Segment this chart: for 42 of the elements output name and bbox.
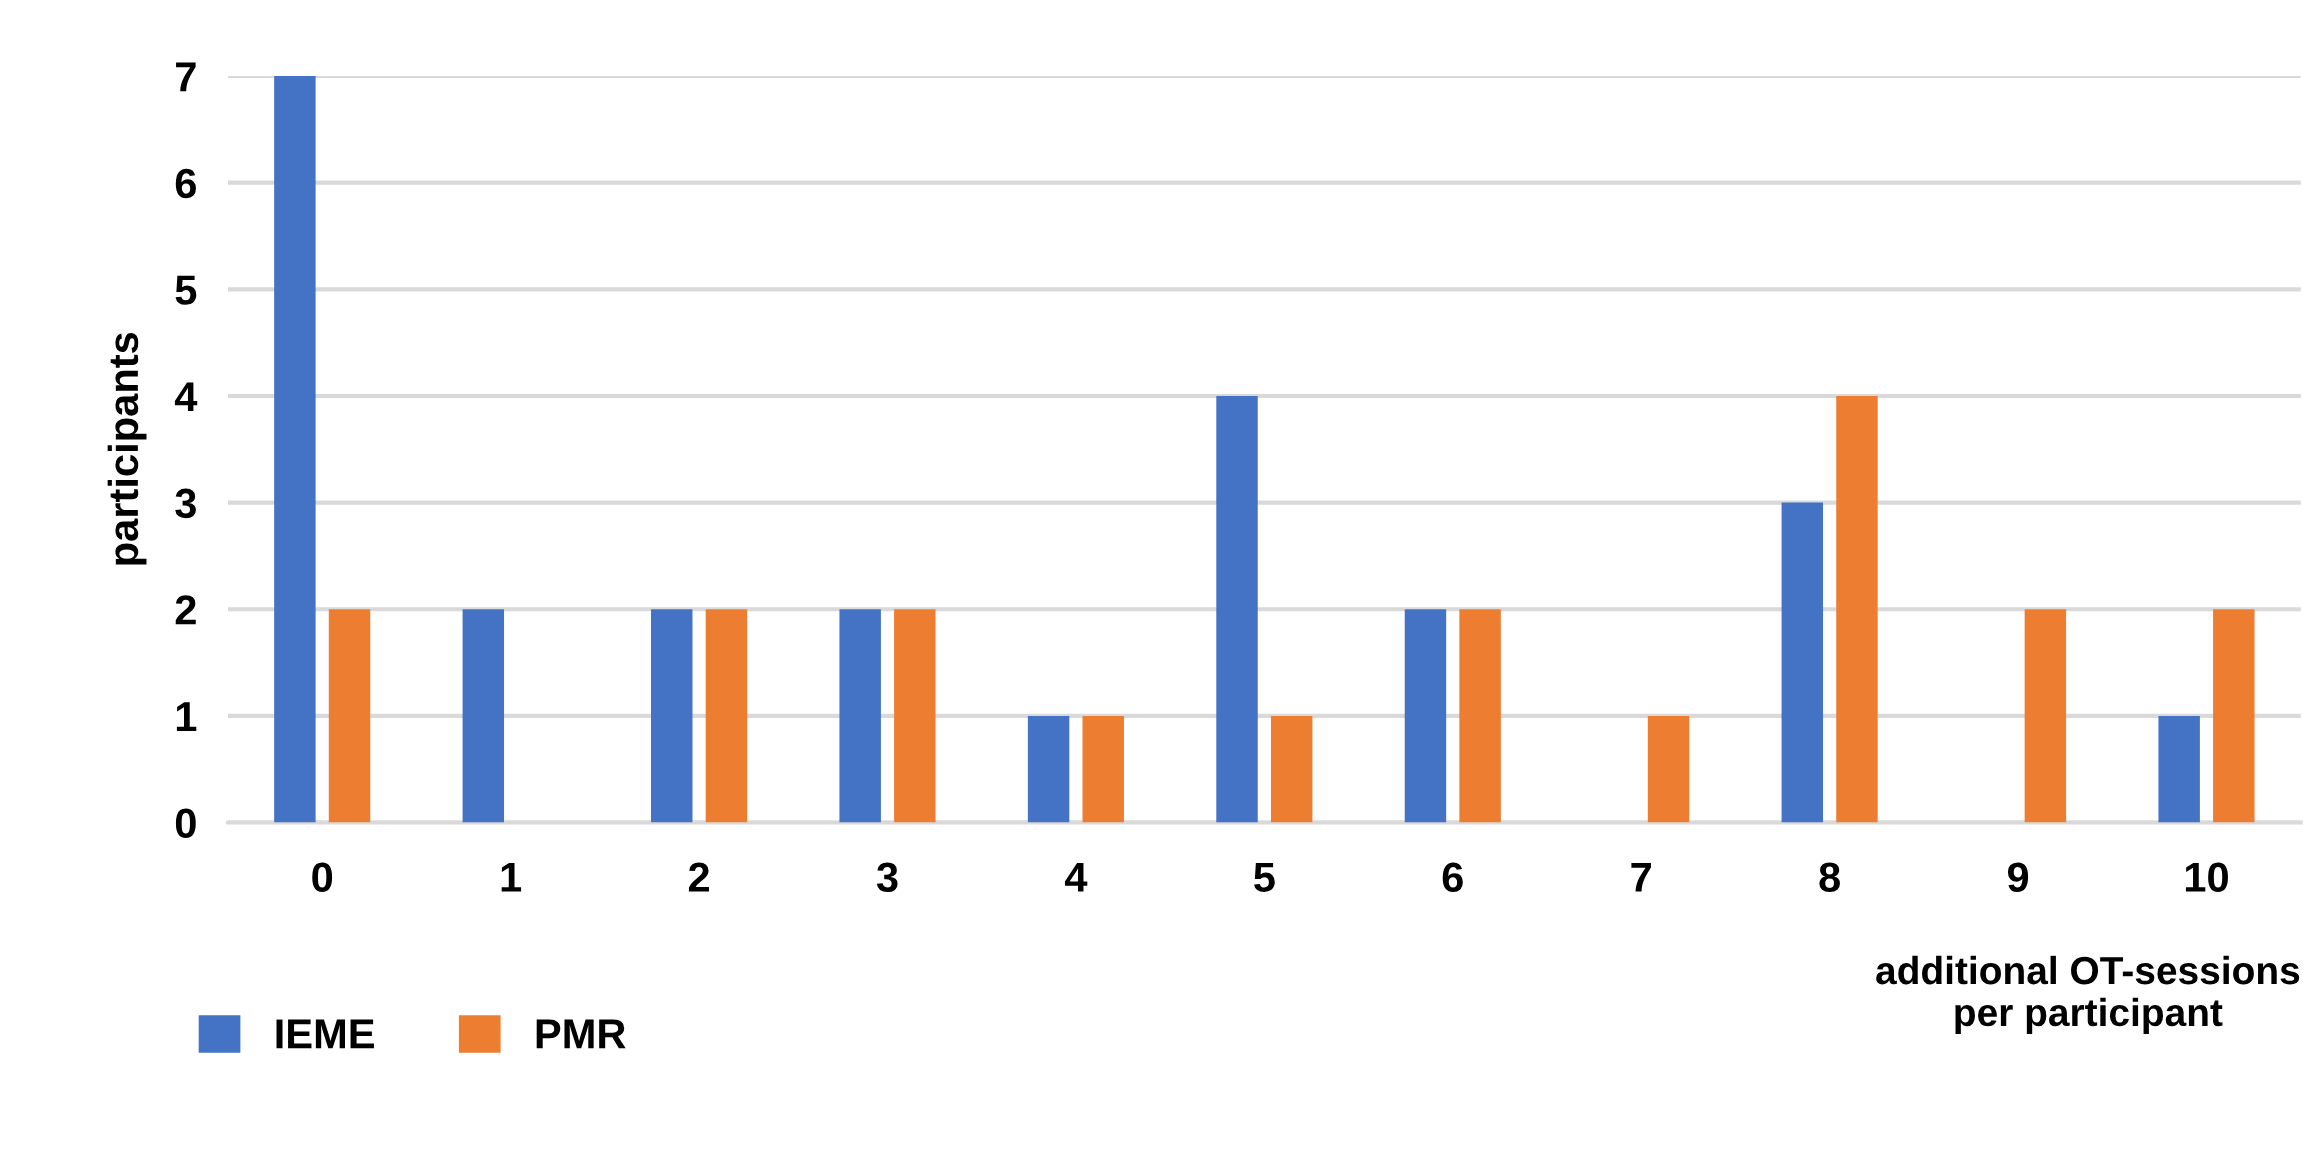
bar: [1404, 609, 1447, 823]
bar: [2213, 609, 2255, 823]
x-tick-label: 0: [312, 862, 333, 893]
legend-label: IEME: [276, 1019, 374, 1049]
y-tick-label: 1: [176, 702, 197, 731]
bar: [2024, 609, 2067, 823]
bar: [1082, 715, 1124, 823]
y-axis-title: participants: [107, 332, 147, 565]
y-tick-label: 5: [175, 275, 197, 305]
y-tick-label: 6: [175, 168, 196, 199]
y-tick-label: 2: [175, 595, 196, 625]
bar: [705, 609, 748, 823]
x-tick-label: 8: [1819, 862, 1840, 893]
y-tick-label: 3: [175, 488, 196, 519]
y-tick-label: 4: [174, 382, 198, 412]
x-axis-title: additional OT-sessions per participant: [1876, 955, 2300, 1034]
y-tick-label: 0: [175, 808, 196, 839]
bar: [462, 609, 505, 823]
x-tick-label: 1: [501, 862, 522, 892]
bar: [1216, 395, 1258, 823]
bar: [328, 609, 371, 823]
bar: [651, 609, 693, 823]
bar: [1270, 715, 1313, 823]
bar: [894, 609, 936, 823]
x-tick-label: 3: [876, 862, 898, 893]
bar: [1027, 715, 1070, 823]
x-tick-label: 9: [2007, 862, 2029, 893]
x-tick-label: 6: [1442, 862, 1463, 893]
bar: [1781, 502, 1824, 823]
bar: [2158, 715, 2200, 823]
bar: [1836, 395, 1878, 823]
bar: [839, 609, 881, 823]
x-tick-label: 7: [1631, 862, 1651, 892]
y-tick-label: 7: [176, 62, 196, 92]
bar: [274, 76, 316, 823]
x-tick-label: 4: [1064, 862, 1088, 892]
x-tick-label: 5: [1254, 862, 1275, 893]
legend-label: PMR: [536, 1019, 626, 1049]
x-tick-label: 10: [2185, 862, 2228, 893]
x-tick-label: 2: [688, 862, 709, 892]
bar: [1647, 715, 1690, 823]
bar: [1459, 609, 1501, 823]
